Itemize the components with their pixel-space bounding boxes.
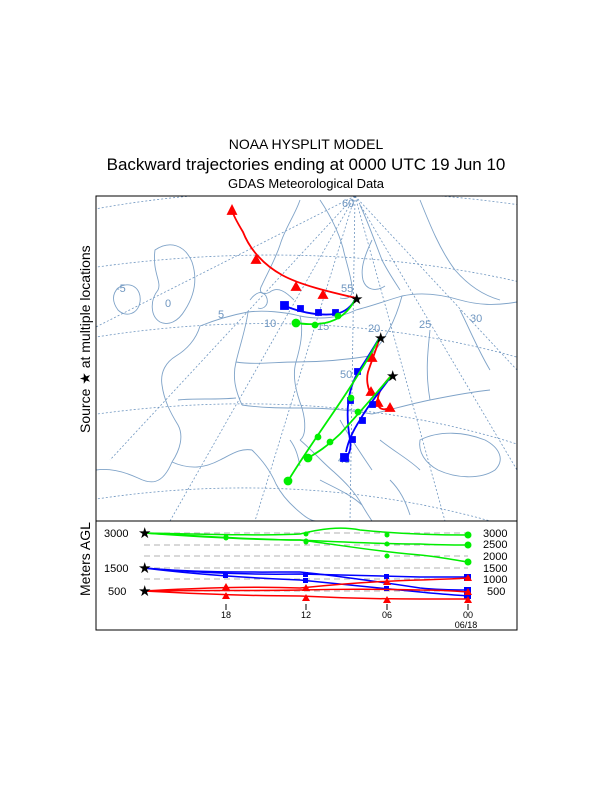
latitude-gridlines <box>96 196 517 521</box>
map-panel: -5 0 5 10 15 20 25 30 60 55 50 45 <box>95 195 518 522</box>
plot-title-line1: NOAA HYSPLIT MODEL <box>228 136 384 152</box>
svg-text:★: ★ <box>138 583 151 600</box>
level-label-500: 500 <box>108 586 126 598</box>
altitude-profiles-500m <box>143 577 469 600</box>
date-label: 06/18 <box>455 620 478 630</box>
lon-label: 0 <box>165 298 171 310</box>
trajectory-A-500m <box>226 203 357 299</box>
lat-label: 60 <box>342 198 354 210</box>
trajectory-C-3000m <box>303 374 393 463</box>
lon-label: 10 <box>264 318 276 330</box>
svg-text:18: 18 <box>221 610 231 620</box>
left-level-labels: 3000 1500 500 <box>104 528 128 598</box>
source-star-C: ★ <box>386 368 399 385</box>
lon-label: -5 <box>116 283 126 295</box>
lon-label: 30 <box>470 313 482 325</box>
time-axis <box>225 604 469 610</box>
lat-label: 55 <box>341 283 353 295</box>
svg-text:2000: 2000 <box>483 551 507 563</box>
svg-text:★: ★ <box>138 525 151 542</box>
longitude-gridlines <box>96 196 517 521</box>
source-star-A: ★ <box>350 291 363 308</box>
altitude-source-stars: ★ ★ ★ <box>138 525 151 600</box>
altitude-markers-500m <box>222 574 472 603</box>
trajectory-B-3000m <box>283 336 381 486</box>
source-star-B: ★ <box>374 330 387 347</box>
svg-text:00: 00 <box>463 610 473 620</box>
altitude-panel: 3000 1500 500 3000 2500 2000 1500 1000 5… <box>95 520 518 631</box>
source-stars: ★ ★ ★ <box>350 291 399 385</box>
time-tick-labels: 18 12 06 00 06/18 <box>221 610 477 630</box>
svg-text:3000: 3000 <box>483 528 507 540</box>
lon-label: 20 <box>368 323 380 335</box>
svg-text:1500: 1500 <box>483 563 507 575</box>
altitude-markers-3000m <box>223 531 472 566</box>
trajectory-A-3000m <box>291 297 357 329</box>
svg-text:1000: 1000 <box>483 574 507 586</box>
lon-label: 5 <box>218 309 224 321</box>
level-label-3000: 3000 <box>104 528 128 540</box>
right-tick-labels: 3000 2500 2000 1500 1000 500 <box>483 528 507 598</box>
coastlines-and-borders <box>96 199 517 521</box>
lon-label: 25 <box>419 319 431 331</box>
plot-title-line2: Backward trajectories ending at 0000 UTC… <box>106 155 506 174</box>
plot-title-line3: GDAS Meteorological Data <box>227 176 385 191</box>
level-label-1500: 1500 <box>104 563 128 575</box>
svg-text:2500: 2500 <box>483 539 507 551</box>
svg-text:06: 06 <box>382 610 392 620</box>
trajectory-C-1500m <box>345 374 393 453</box>
altitude-profiles-1500m <box>143 567 469 597</box>
altitude-profiles-3000m <box>143 527 469 563</box>
lat-label: 50 <box>340 369 352 381</box>
svg-text:12: 12 <box>301 610 311 620</box>
svg-text:★: ★ <box>138 560 151 577</box>
svg-text:500: 500 <box>487 586 505 598</box>
trajectory-B-500m <box>365 336 381 396</box>
